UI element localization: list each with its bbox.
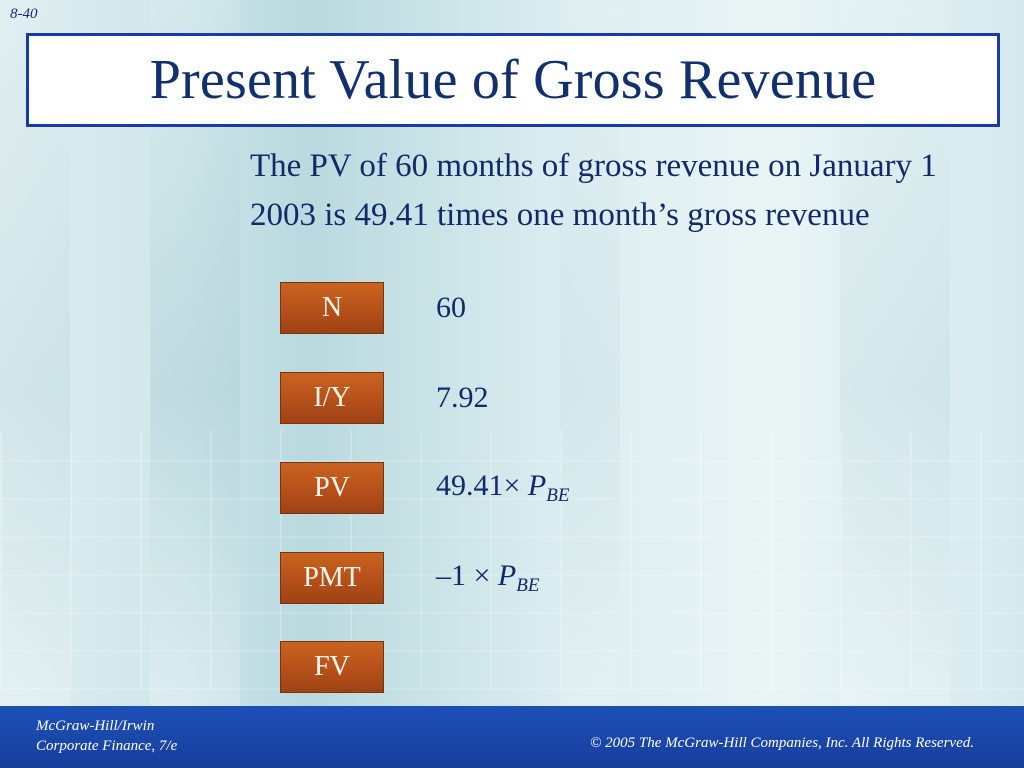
title-box: Present Value of Gross Revenue: [26, 33, 1000, 127]
key-pmt: PMT: [280, 552, 384, 604]
key-fv: FV: [280, 641, 384, 693]
value-n: 60: [436, 291, 466, 324]
footer-bar: McGraw-Hill/Irwin Corporate Finance, 7/e…: [0, 706, 1024, 768]
value-pmt: –1 × PBE: [436, 559, 540, 596]
value-iy: 7.92: [436, 381, 489, 414]
footer-book: Corporate Finance, 7/e: [36, 738, 178, 754]
slide-number: 8-40: [10, 6, 38, 22]
key-pv: PV: [280, 462, 384, 514]
footer-publisher: McGraw-Hill/Irwin: [36, 718, 155, 734]
calc-row-n: N 60: [280, 281, 466, 335]
footer-copyright: © 2005 The McGraw-Hill Companies, Inc. A…: [590, 735, 974, 751]
footer-left: McGraw-Hill/Irwin Corporate Finance, 7/e: [36, 716, 177, 756]
calc-row-pmt: PMT –1 × PBE: [280, 551, 539, 605]
calc-row-fv: FV: [280, 640, 384, 694]
key-n: N: [280, 282, 384, 334]
calc-row-iy: I/Y 7.92: [280, 371, 489, 425]
calc-row-pv: PV 49.41× PBE: [280, 461, 569, 515]
key-iy: I/Y: [280, 372, 384, 424]
value-pv: 49.41× PBE: [436, 469, 570, 506]
body-text: The PV of 60 months of gross revenue on …: [250, 148, 937, 233]
slide-title: Present Value of Gross Revenue: [149, 49, 877, 111]
